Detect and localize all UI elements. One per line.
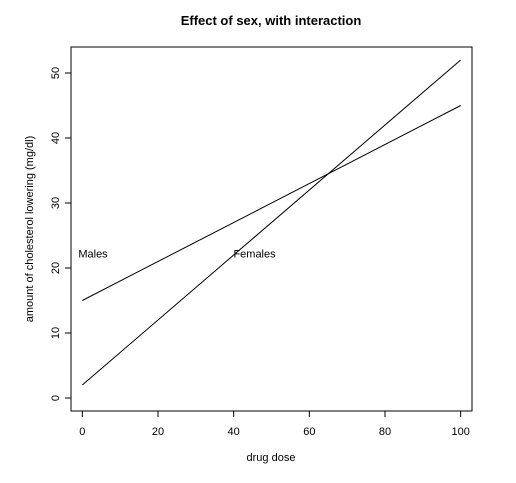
x-tick-label: 80 — [379, 426, 391, 438]
annotations: Males Females — [78, 249, 276, 261]
y-tick-label: 40 — [50, 132, 62, 144]
series-line-males — [82, 105, 461, 301]
x-tick-label: 40 — [228, 426, 240, 438]
plot-area-frame — [70, 46, 473, 412]
y-axis: 0 10 20 30 40 50 — [50, 67, 71, 401]
y-tick-label: 10 — [50, 327, 62, 339]
x-tick-label: 100 — [451, 426, 469, 438]
x-tick-label: 20 — [152, 426, 164, 438]
y-tick-label: 20 — [50, 262, 62, 274]
y-tick-label: 50 — [50, 67, 62, 79]
x-axis-label: drug dose — [247, 452, 296, 464]
chart-title: Effect of sex, with interaction — [181, 13, 362, 28]
annotation-males: Males — [78, 249, 108, 261]
y-axis-label: amount of cholesterol lowering (mg/dl) — [24, 136, 36, 322]
x-tick-label: 0 — [79, 426, 85, 438]
x-axis: 0 20 40 60 80 100 — [79, 411, 470, 438]
x-tick-label: 60 — [303, 426, 315, 438]
y-tick-label: 30 — [50, 197, 62, 209]
annotation-females: Females — [233, 249, 276, 261]
series-lines — [81, 59, 462, 386]
y-tick-label: 0 — [50, 395, 62, 401]
series-line-females — [81, 59, 462, 386]
